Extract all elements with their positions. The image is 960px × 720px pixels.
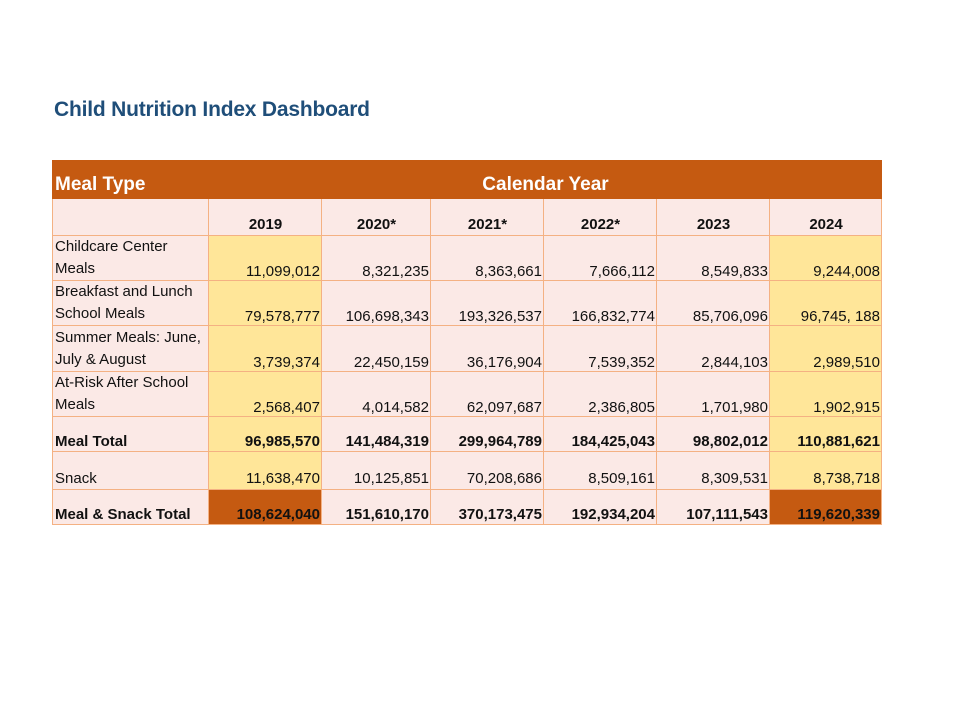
value-cell: 11,638,470 [208,451,322,490]
value-cell: 10,125,851 [321,451,431,490]
meal-snack-total-row: Meal & Snack Total 108,624,040 151,610,1… [52,489,882,525]
value-cell: 1,902,915 [769,371,882,417]
row-label: At-Risk After School Meals [52,371,209,417]
value-cell: 7,666,112 [543,235,657,281]
row-label: Snack [52,451,209,490]
value-cell: 11,099,012 [208,235,322,281]
value-cell: 2,568,407 [208,371,322,417]
value-cell: 96,745, 188 [769,280,882,326]
table-row: At-Risk After School Meals 2,568,407 4,0… [52,371,882,417]
header-row: Meal Type Calendar Year [52,160,882,199]
value-cell: 1,701,980 [656,371,770,417]
row-label: Meal Total [52,416,209,452]
value-cell: 98,802,012 [656,416,770,452]
value-cell: 2,386,805 [543,371,657,417]
row-label: Breakfast and Lunch School Meals [52,280,209,326]
value-cell: 3,739,374 [208,325,322,372]
value-cell: 106,698,343 [321,280,431,326]
table-row: Childcare Center Meals 11,099,012 8,321,… [52,235,882,281]
value-cell: 119,620,339 [769,489,882,525]
value-cell: 9,244,008 [769,235,882,281]
value-cell: 85,706,096 [656,280,770,326]
row-label: Childcare Center Meals [52,235,209,281]
value-cell: 108,624,040 [208,489,322,525]
table-row: Breakfast and Lunch School Meals 79,578,… [52,280,882,326]
year-header: 2020* [321,198,431,236]
value-cell: 166,832,774 [543,280,657,326]
value-cell: 110,881,621 [769,416,882,452]
value-cell: 79,578,777 [208,280,322,326]
value-cell: 62,097,687 [430,371,544,417]
value-cell: 2,844,103 [656,325,770,372]
year-header: 2024 [769,198,882,236]
table-row: Summer Meals: June, July & August 3,739,… [52,325,882,372]
value-cell: 36,176,904 [430,325,544,372]
year-header: 2019 [208,198,322,236]
calendar-year-header: Calendar Year [208,160,882,199]
value-cell: 8,309,531 [656,451,770,490]
year-header: 2023 [656,198,770,236]
meal-type-header: Meal Type [52,160,209,199]
value-cell: 96,985,570 [208,416,322,452]
value-cell: 8,363,661 [430,235,544,281]
value-cell: 8,738,718 [769,451,882,490]
year-header: 2022* [543,198,657,236]
value-cell: 370,173,475 [430,489,544,525]
row-label: Meal & Snack Total [52,489,209,525]
value-cell: 7,539,352 [543,325,657,372]
nutrition-table: Meal Type Calendar Year 2019 2020* 2021*… [52,160,882,525]
years-row: 2019 2020* 2021* 2022* 2023 2024 [52,198,882,236]
value-cell: 2,989,510 [769,325,882,372]
page-title: Child Nutrition Index Dashboard [54,98,370,121]
value-cell: 8,321,235 [321,235,431,281]
snack-row: Snack 11,638,470 10,125,851 70,208,686 8… [52,451,882,490]
meal-total-row: Meal Total 96,985,570 141,484,319 299,96… [52,416,882,452]
value-cell: 193,326,537 [430,280,544,326]
value-cell: 4,014,582 [321,371,431,417]
value-cell: 192,934,204 [543,489,657,525]
value-cell: 8,509,161 [543,451,657,490]
value-cell: 151,610,170 [321,489,431,525]
value-cell: 184,425,043 [543,416,657,452]
value-cell: 141,484,319 [321,416,431,452]
value-cell: 8,549,833 [656,235,770,281]
value-cell: 70,208,686 [430,451,544,490]
value-cell: 299,964,789 [430,416,544,452]
year-header: 2021* [430,198,544,236]
empty-cell [52,198,209,236]
row-label: Summer Meals: June, July & August [52,325,209,372]
value-cell: 107,111,543 [656,489,770,525]
value-cell: 22,450,159 [321,325,431,372]
